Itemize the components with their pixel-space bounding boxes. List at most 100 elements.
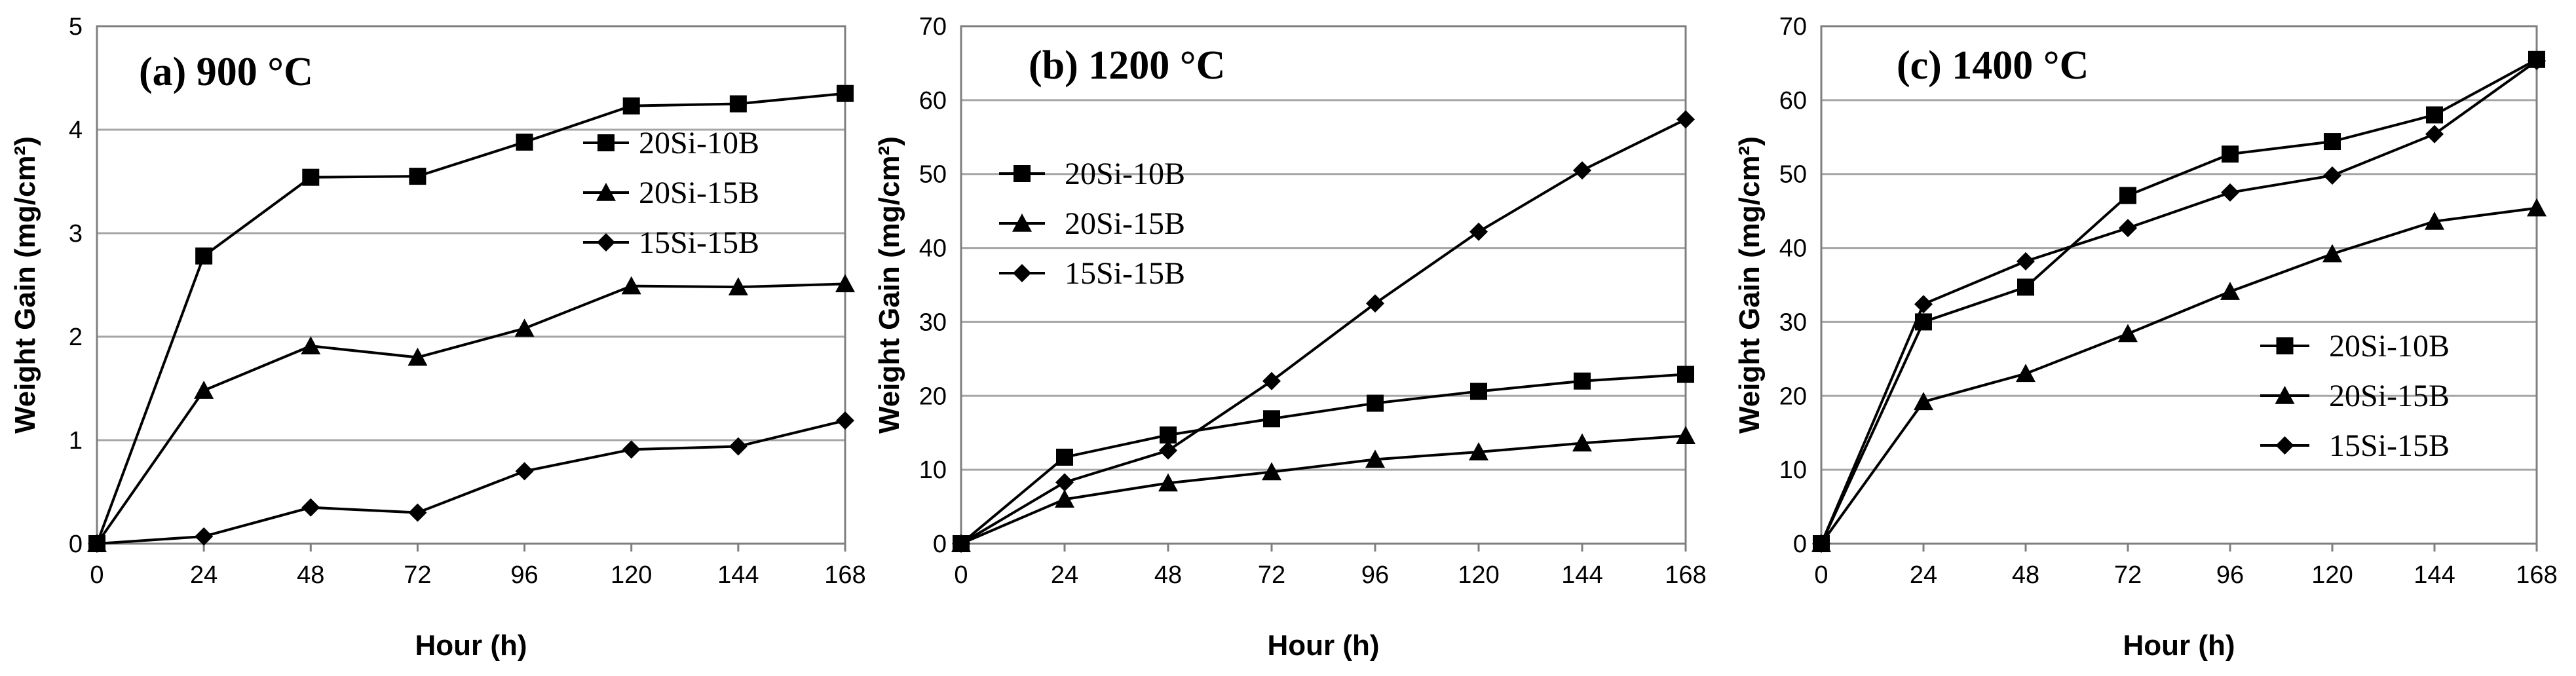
- x-tick-label: 0: [1814, 561, 1828, 589]
- y-tick-label: 10: [919, 457, 947, 484]
- data-point-marker: [2119, 219, 2137, 238]
- panel-title: (b) 1200 °C: [1029, 43, 1225, 88]
- plot-area-frame: [960, 25, 1687, 545]
- panel-title: (c) 1400 °C: [1897, 43, 2089, 88]
- y-tick-label: 70: [919, 13, 947, 41]
- data-point-marker: [2528, 52, 2546, 71]
- y-tick-label: 50: [919, 161, 947, 189]
- data-point-marker: [2118, 324, 2138, 343]
- legend-label: 20Si-10B: [1065, 157, 1185, 191]
- series-20Si-10B: [953, 366, 1694, 552]
- x-tick-label: 168: [824, 561, 865, 589]
- series-line: [96, 92, 846, 544]
- legend-marker: [596, 183, 616, 201]
- y-tick-label: 70: [1779, 13, 1807, 41]
- series-20Si-15B: [87, 274, 855, 552]
- legend-entry: 20Si-10B: [999, 157, 1185, 191]
- x-tick-label: 72: [404, 561, 431, 589]
- series-line: [1820, 60, 2538, 544]
- data-point-marker: [836, 411, 854, 430]
- legend-label: 20Si-15B: [2329, 379, 2450, 413]
- x-tick-label: 24: [190, 561, 218, 589]
- legend-marker: [1013, 165, 1031, 182]
- legend-marker: [1013, 264, 1031, 282]
- data-point-marker: [2220, 282, 2240, 300]
- data-point-marker: [2425, 211, 2444, 230]
- data-point-marker: [1160, 426, 1177, 444]
- legend-marker: [2275, 386, 2295, 404]
- x-tick-label: 96: [1361, 561, 1389, 589]
- data-point-marker: [1367, 394, 1384, 412]
- x-tick-label: 96: [510, 561, 538, 589]
- data-point-marker: [2426, 106, 2443, 124]
- chart-panel-b: 0 10 20 30 40 50 60 70 0 24 48 72 96 120 144 168 Hour (h…: [873, 13, 1707, 662]
- data-point-marker: [515, 462, 534, 481]
- y-tick-label: 0: [933, 531, 947, 558]
- chart-panel-c: 0 10 20 30 40 50 60 70 0 24 48 72 96 120 144 168 Hour (h…: [1733, 13, 2558, 662]
- y-axis-label: Weight Gain (mg/cm²): [1733, 136, 1766, 434]
- data-point-marker: [409, 168, 426, 185]
- x-tick-label: 96: [2216, 561, 2244, 589]
- data-point-marker: [195, 527, 214, 546]
- data-point-marker: [2016, 364, 2036, 383]
- series-line: [96, 419, 846, 545]
- y-tick-label: 30: [919, 309, 947, 336]
- data-point-marker: [622, 97, 640, 115]
- legend-label: 20Si-15B: [639, 176, 759, 210]
- legend-entry: 20Si-15B: [583, 176, 759, 210]
- data-point-marker: [1677, 366, 1694, 383]
- data-point-marker: [1572, 433, 1592, 452]
- data-point-marker: [408, 503, 427, 522]
- y-tick-label: 0: [1793, 531, 1807, 558]
- series-15Si-15B: [1812, 52, 2546, 553]
- y-tick-label: 1: [69, 427, 83, 455]
- data-point-marker: [1056, 448, 1073, 466]
- legend-entry: 20Si-15B: [999, 206, 1185, 241]
- y-tick-label: 3: [69, 220, 83, 248]
- y-tick-label: 2: [69, 324, 83, 351]
- legend-entry: 20Si-15B: [2260, 379, 2450, 413]
- plot-area-frame: [1820, 25, 2538, 545]
- y-tick-label: 10: [1779, 457, 1807, 484]
- data-point-marker: [1812, 535, 1830, 553]
- x-tick-label: 72: [2114, 561, 2142, 589]
- y-tick-label: 40: [1779, 235, 1807, 263]
- y-tick-label: 50: [1779, 161, 1807, 189]
- data-point-marker: [407, 347, 428, 366]
- data-point-marker: [621, 276, 641, 295]
- x-tick-label: 24: [1051, 561, 1078, 589]
- y-axis-label: Weight Gain (mg/cm²): [9, 136, 41, 434]
- x-tick-label: 120: [611, 561, 652, 589]
- data-point-marker: [514, 318, 535, 337]
- legend-marker: [2275, 436, 2294, 455]
- x-tick-label: 72: [1258, 561, 1285, 589]
- x-tick-label: 144: [717, 561, 759, 589]
- data-point-marker: [835, 274, 855, 293]
- y-tick-label: 4: [69, 117, 83, 144]
- x-tick-label: 144: [2414, 561, 2455, 589]
- data-point-marker: [2222, 145, 2239, 163]
- data-point-marker: [2017, 278, 2034, 296]
- data-point-marker: [1055, 489, 1074, 508]
- data-point-marker: [1469, 442, 1488, 460]
- y-tick-label: 20: [919, 383, 947, 410]
- data-point-marker: [1676, 426, 1695, 444]
- data-point-marker: [2221, 183, 2239, 202]
- chart-panel-a: 0 1 2 3 4 5 0 24 48 72 96 120 144 168 Hour (h) Weight G…: [9, 13, 866, 662]
- data-point-marker: [1914, 392, 1933, 411]
- data-point-marker: [2527, 198, 2547, 217]
- data-point-marker: [729, 95, 747, 113]
- data-point-marker: [1366, 294, 1384, 313]
- data-point-marker: [2425, 124, 2444, 143]
- series-line: [960, 434, 1686, 545]
- x-axis-label: Hour (h): [1267, 629, 1379, 662]
- x-tick-label: 48: [297, 561, 324, 589]
- data-point-marker: [516, 133, 533, 151]
- x-tick-label: 168: [2516, 561, 2557, 589]
- data-point-marker: [1055, 473, 1074, 492]
- y-tick-label: 60: [1779, 87, 1807, 115]
- x-tick-label: 168: [1665, 561, 1706, 589]
- data-point-marker: [1263, 410, 1280, 428]
- data-point-marker: [2323, 166, 2341, 185]
